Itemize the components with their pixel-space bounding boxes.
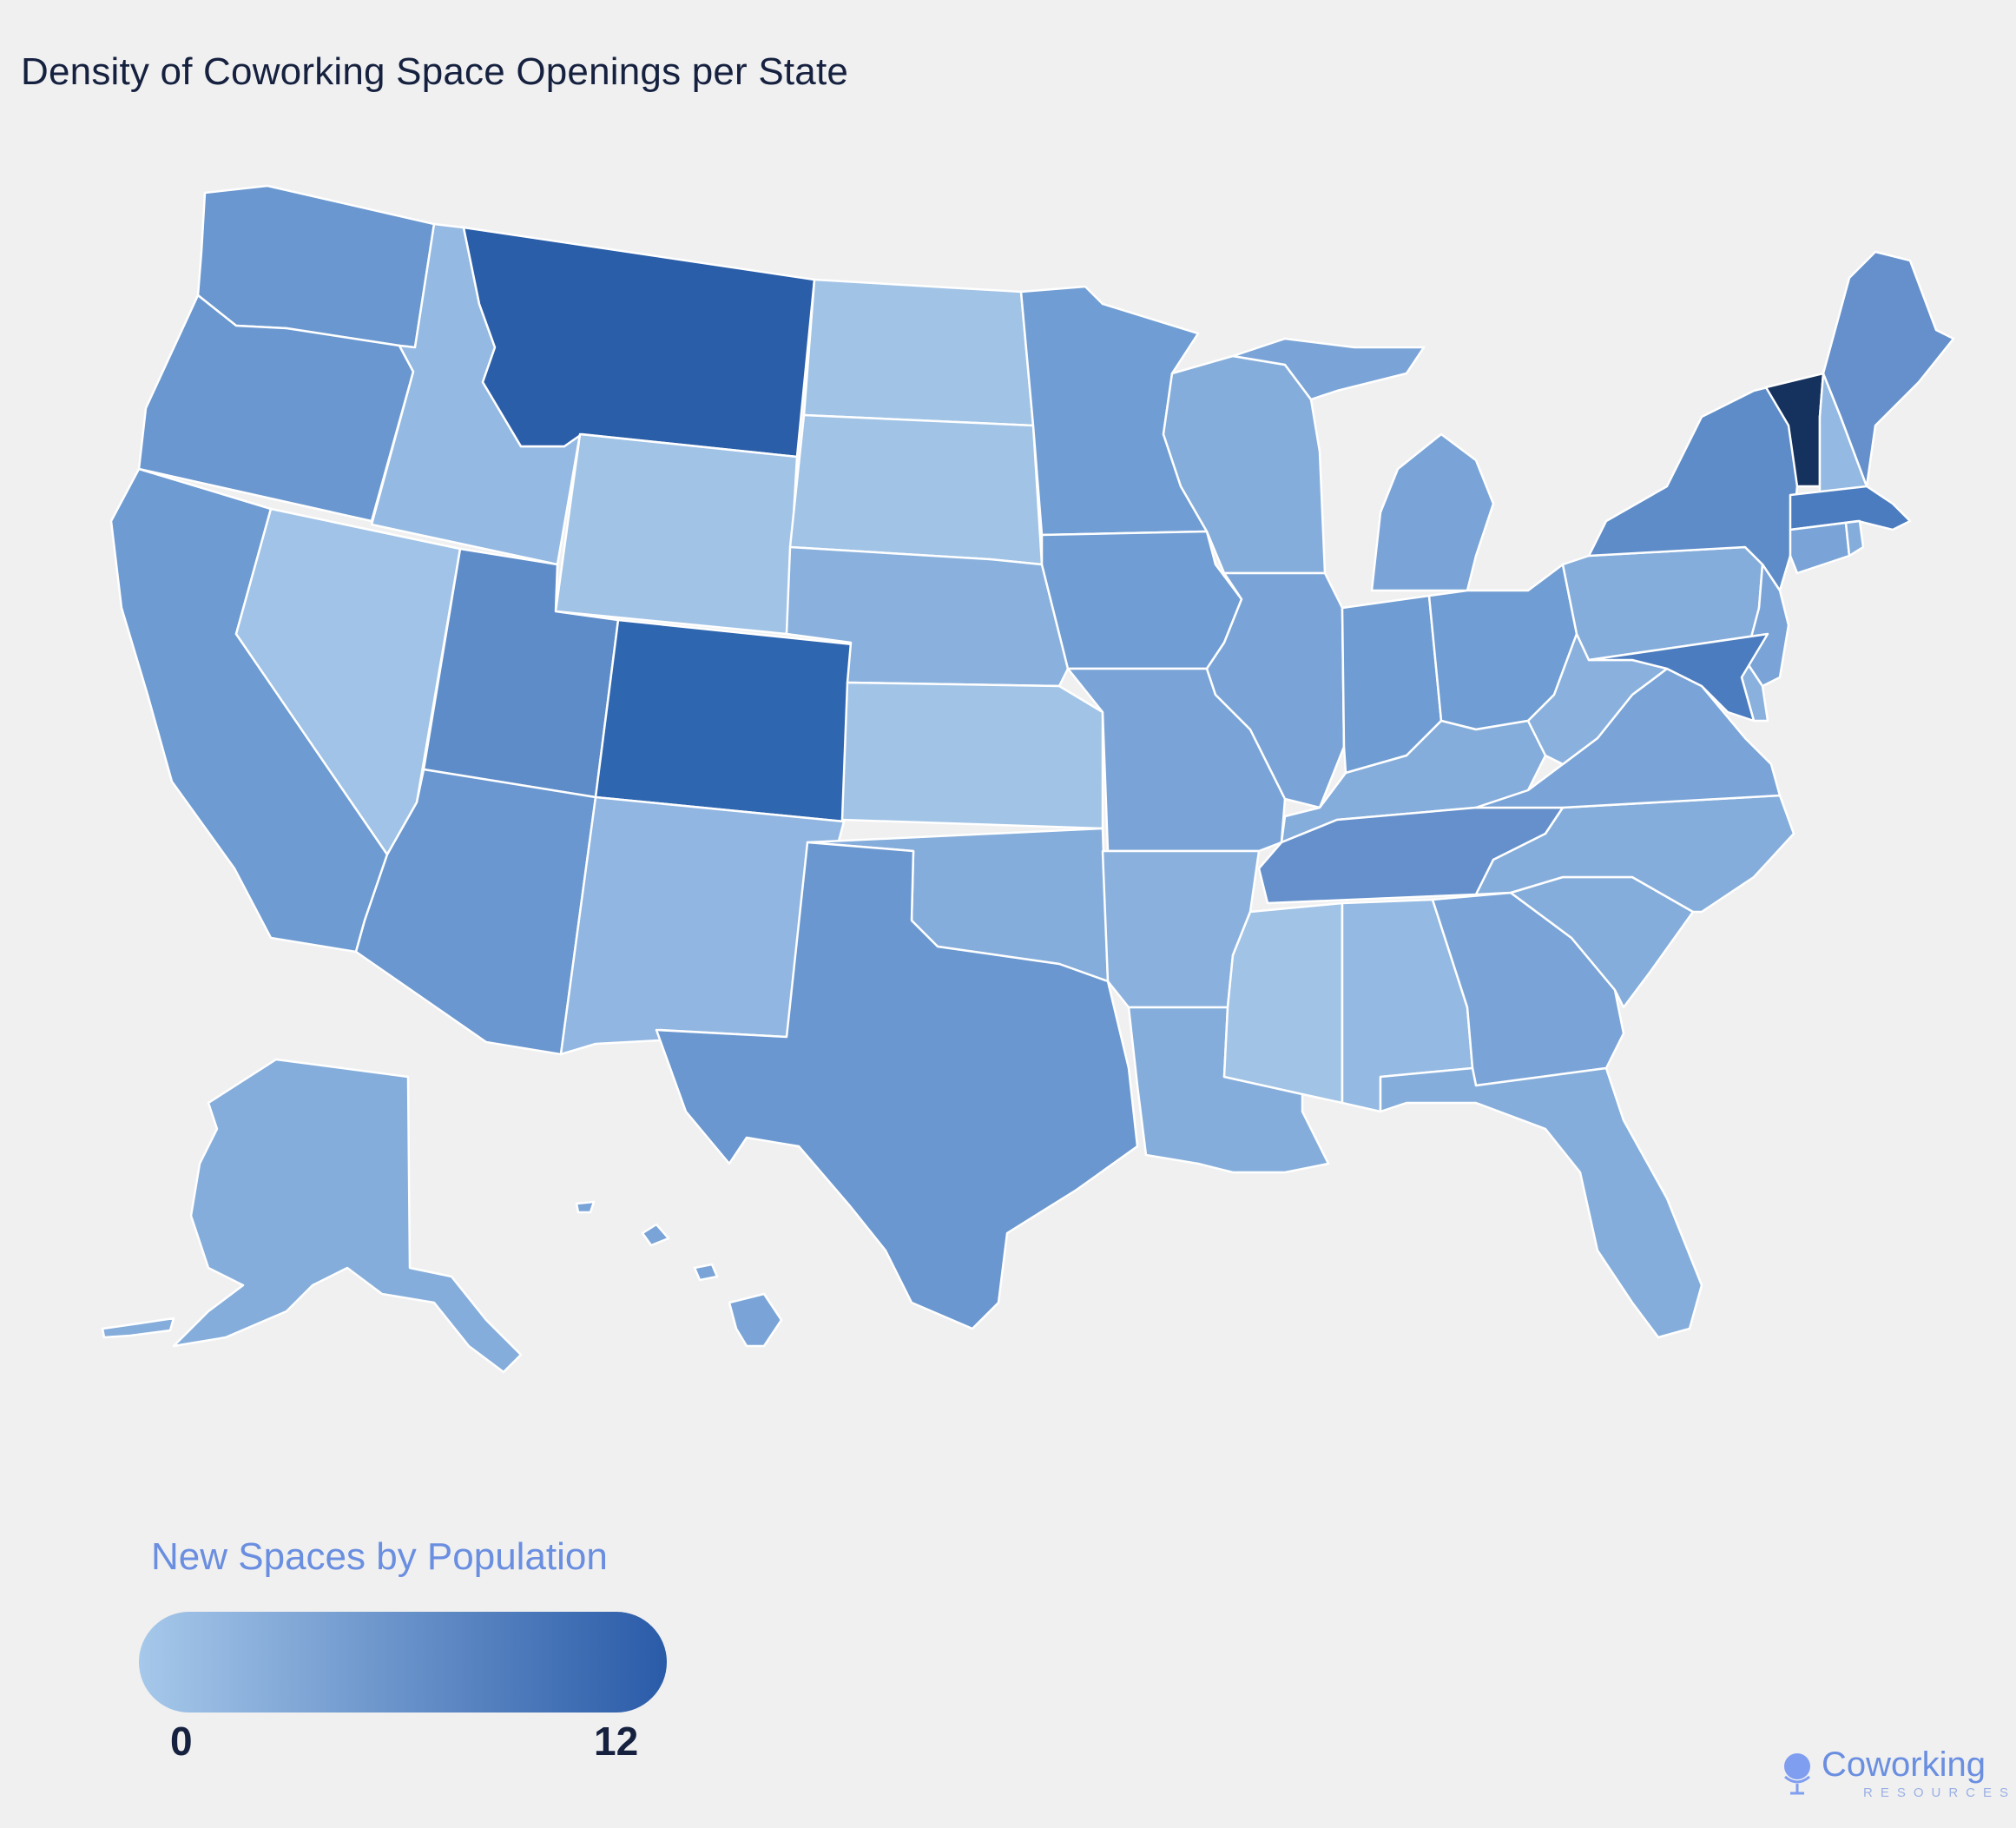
state-mississippi[interactable] <box>1222 901 1344 1105</box>
state-south-dakota[interactable] <box>788 413 1044 566</box>
state-colorado[interactable] <box>594 618 854 823</box>
state-montana[interactable] <box>462 226 816 459</box>
state-hawaii[interactable] <box>575 1200 783 1348</box>
legend-min-label: 0 <box>170 1719 193 1764</box>
state-north-dakota[interactable] <box>802 278 1035 427</box>
chart-title: Density of Coworking Space Openings per … <box>21 50 849 93</box>
state-kansas[interactable] <box>840 681 1104 830</box>
state-alaska-aleutians[interactable] <box>101 1317 175 1339</box>
state-rhode-island[interactable] <box>1844 519 1865 558</box>
state-illinois[interactable] <box>1205 571 1346 809</box>
legend-color-scale <box>139 1612 667 1713</box>
brand-logo: Coworking RESOURCES <box>1780 1746 2008 1806</box>
state-florida[interactable] <box>1379 1066 1703 1339</box>
legend-max-label: 12 <box>594 1719 639 1764</box>
state-connecticut[interactable] <box>1789 521 1851 575</box>
state-iowa[interactable] <box>1040 530 1243 670</box>
state-wyoming[interactable] <box>554 432 799 636</box>
brand-subtitle: RESOURCES <box>1863 1785 2016 1800</box>
brand-name: Coworking <box>1822 1746 1986 1784</box>
state-texas[interactable] <box>655 841 1139 1330</box>
state-maryland[interactable] <box>1587 632 1769 723</box>
globe-icon <box>1784 1753 1810 1795</box>
state-new-jersey[interactable] <box>1743 563 1790 688</box>
state-michigan[interactable] <box>1231 337 1495 592</box>
state-maine[interactable] <box>1822 250 1955 488</box>
state-alaska[interactable] <box>172 1058 523 1374</box>
legend-title: New Spaces by Population <box>151 1535 608 1578</box>
